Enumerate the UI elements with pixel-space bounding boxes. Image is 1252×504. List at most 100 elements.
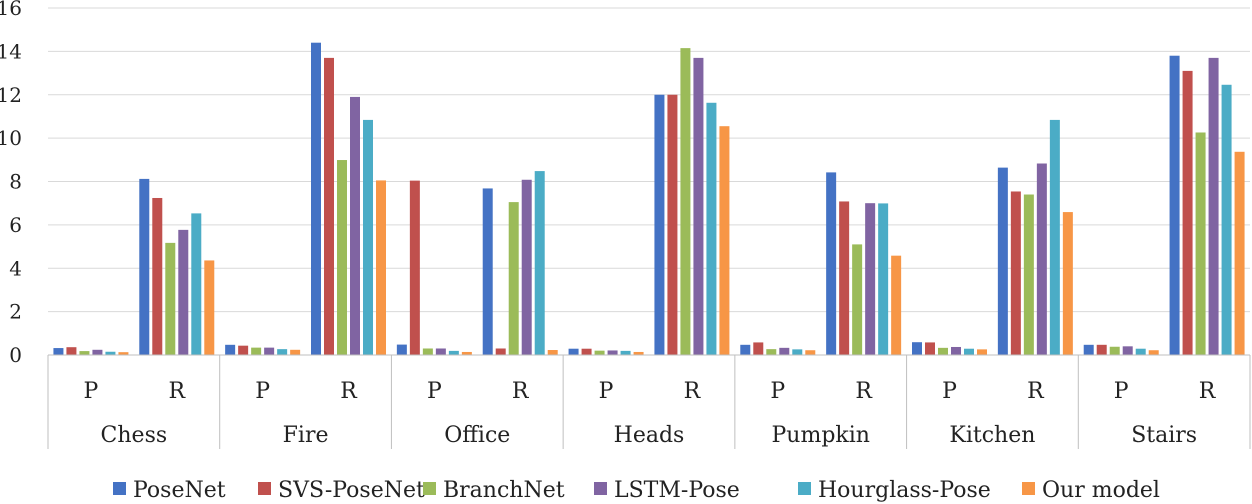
bar-svs-posenet bbox=[1182, 70, 1193, 356]
y-tick-label: 8 bbox=[9, 170, 22, 194]
bar-lstm-pose bbox=[435, 348, 446, 355]
bar-branchnet bbox=[938, 347, 948, 355]
bar-branchnet bbox=[79, 351, 90, 355]
bar-posenet bbox=[53, 348, 64, 355]
bar-posenet bbox=[225, 344, 236, 355]
bar-lstm-pose bbox=[607, 350, 618, 355]
bar-posenet bbox=[311, 42, 321, 355]
bar-posenet bbox=[396, 344, 407, 355]
bar-lstm-pose bbox=[951, 346, 961, 355]
bar-lstm-pose bbox=[178, 229, 189, 355]
bar-lstm-pose bbox=[865, 203, 876, 355]
bar-hourglass-pose bbox=[878, 203, 889, 355]
bar-our-model bbox=[891, 255, 902, 355]
x-tick-label: P bbox=[770, 379, 785, 404]
x-tick-label: R bbox=[1027, 379, 1045, 404]
bar-our-model bbox=[547, 350, 558, 355]
x-tick-label: R bbox=[340, 379, 358, 404]
bar-hourglass-pose bbox=[363, 119, 373, 355]
bar-posenet bbox=[1169, 55, 1180, 356]
y-tick-label: 16 bbox=[0, 0, 22, 20]
bar-hourglass-pose bbox=[1135, 348, 1146, 355]
bar-svs-posenet bbox=[1096, 344, 1107, 355]
bar-our-model bbox=[1148, 350, 1159, 355]
bar-hourglass-pose bbox=[105, 351, 116, 355]
bar-svs-posenet bbox=[839, 201, 850, 355]
bar-posenet bbox=[912, 342, 922, 355]
legend-swatch bbox=[423, 482, 436, 495]
legend-swatch bbox=[594, 482, 607, 495]
bar-posenet bbox=[997, 167, 1008, 355]
legend-swatch bbox=[1022, 482, 1035, 495]
bar-lstm-pose bbox=[693, 57, 704, 355]
bar-branchnet bbox=[852, 244, 863, 355]
bar-svs-posenet bbox=[925, 342, 935, 355]
bar-our-model bbox=[977, 349, 987, 355]
legend-label: Our model bbox=[1042, 478, 1160, 503]
bar-svs-posenet bbox=[495, 348, 506, 355]
bar-hourglass-pose bbox=[277, 349, 288, 355]
bar-branchnet bbox=[1023, 194, 1034, 355]
legend-label: SVS-PoseNet bbox=[278, 478, 425, 503]
legend-label: Hourglass-Pose bbox=[818, 478, 991, 503]
bar-lstm-pose bbox=[779, 347, 790, 355]
x-tick-label: P bbox=[84, 379, 99, 404]
bar-our-model bbox=[1234, 151, 1245, 355]
bar-posenet bbox=[654, 94, 665, 355]
x-tick-label: R bbox=[512, 379, 530, 404]
legend-label: PoseNet bbox=[133, 478, 226, 503]
legend-label: LSTM-Pose bbox=[614, 478, 740, 503]
x-group-label: Pumpkin bbox=[771, 423, 869, 448]
bar-branchnet bbox=[766, 349, 777, 355]
bar-our-model bbox=[633, 351, 644, 355]
bar-our-model bbox=[376, 180, 386, 355]
bar-hourglass-pose bbox=[706, 102, 717, 355]
y-tick-label: 2 bbox=[9, 300, 22, 324]
x-group-label: Stairs bbox=[1131, 423, 1197, 448]
bar-hourglass-pose bbox=[534, 171, 545, 355]
bar-our-model bbox=[290, 349, 301, 355]
y-tick-label: 10 bbox=[0, 126, 22, 150]
legend-swatch bbox=[258, 482, 271, 495]
bar-posenet bbox=[1083, 344, 1094, 355]
bar-svs-posenet bbox=[667, 94, 678, 355]
bar-svs-posenet bbox=[1010, 191, 1021, 355]
y-tick-label: 12 bbox=[0, 83, 22, 107]
bar-our-model bbox=[805, 350, 816, 355]
bar-posenet bbox=[826, 172, 837, 355]
bar-posenet bbox=[568, 348, 579, 355]
y-tick-label: 6 bbox=[9, 213, 22, 237]
bar-svs-posenet bbox=[152, 197, 163, 355]
bar-posenet bbox=[139, 178, 150, 355]
x-tick-label: P bbox=[427, 379, 442, 404]
bar-svs-posenet bbox=[753, 342, 764, 355]
bar-lstm-pose bbox=[1208, 57, 1219, 355]
bar-branchnet bbox=[1109, 346, 1120, 355]
bar-lstm-pose bbox=[1122, 346, 1133, 355]
bar-lstm-pose bbox=[92, 349, 103, 355]
bar-hourglass-pose bbox=[1049, 119, 1060, 355]
bar-branchnet bbox=[594, 350, 605, 355]
bar-hourglass-pose bbox=[448, 350, 459, 355]
bar-svs-posenet bbox=[324, 57, 334, 355]
bar-svs-posenet bbox=[409, 180, 420, 355]
bar-svs-posenet bbox=[581, 348, 592, 355]
bar-lstm-pose bbox=[521, 179, 532, 355]
bars bbox=[53, 42, 1245, 356]
x-tick-label: P bbox=[255, 379, 270, 404]
bar-hourglass-pose bbox=[1221, 84, 1232, 356]
bar-lstm-pose bbox=[1036, 163, 1047, 355]
bar-lstm-pose bbox=[350, 96, 360, 355]
bar-our-model bbox=[719, 126, 730, 356]
bar-hourglass-pose bbox=[792, 349, 803, 355]
y-tick-label: 14 bbox=[0, 39, 22, 63]
y-tick-label: 0 bbox=[9, 343, 22, 367]
x-tick-label: P bbox=[942, 379, 957, 404]
bar-branchnet bbox=[422, 348, 433, 355]
bar-our-model bbox=[1062, 212, 1073, 355]
x-tick-label: P bbox=[599, 379, 614, 404]
y-axis: 0 2 4 6 8 10 12 14 16 bbox=[0, 0, 22, 367]
x-group-label: Chess bbox=[101, 423, 168, 448]
